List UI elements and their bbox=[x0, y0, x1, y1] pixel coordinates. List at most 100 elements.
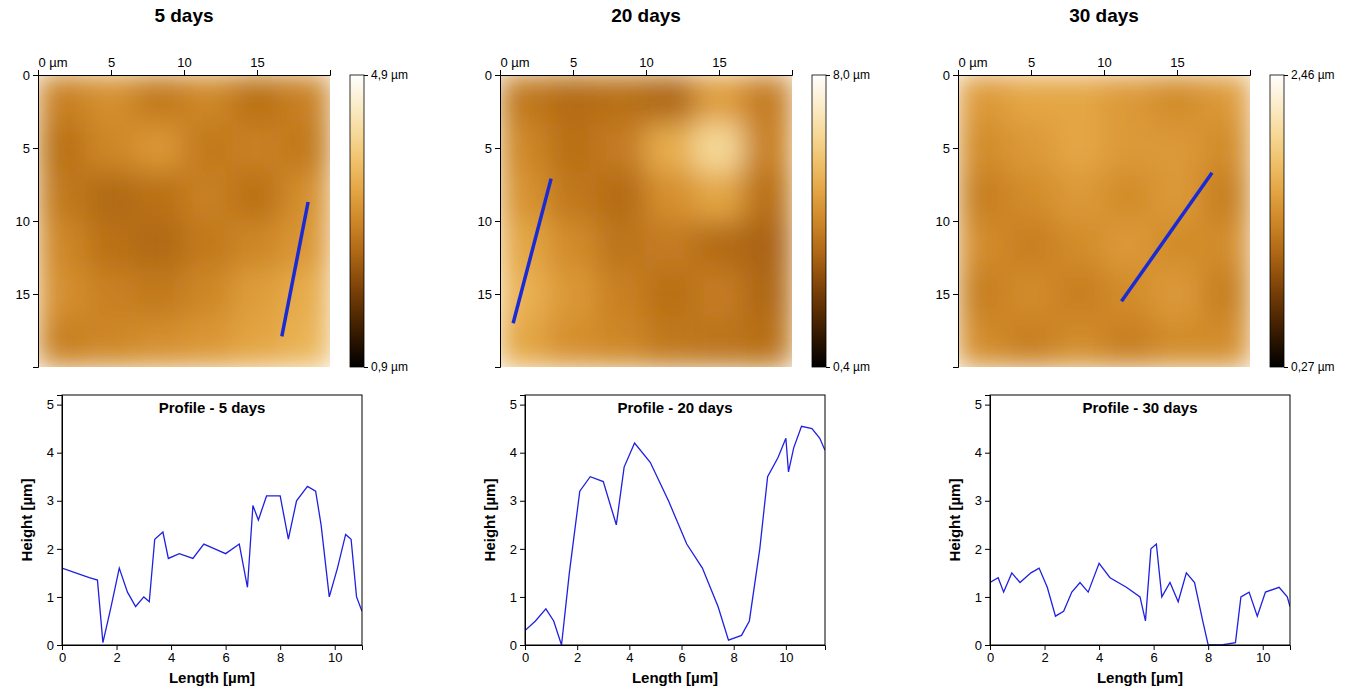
cell bbox=[958, 318, 1007, 367]
plot-area bbox=[38, 75, 330, 367]
x-axis-tick-group: 15 bbox=[250, 55, 264, 75]
y-axis-tick-group: 1 bbox=[975, 590, 990, 605]
cells bbox=[500, 75, 792, 367]
y-axis-tick-group: 1 bbox=[47, 590, 62, 605]
colorbar-axis-line bbox=[827, 76, 831, 368]
plot-area bbox=[500, 75, 792, 367]
x-axis-tick-group: 4 bbox=[168, 645, 175, 665]
profile-line bbox=[525, 426, 825, 645]
y-axis-tick-group: 10 bbox=[936, 214, 958, 229]
y-axis-tick bbox=[57, 645, 62, 646]
chart-title: Profile - 20 days bbox=[617, 399, 732, 416]
cell bbox=[184, 318, 234, 367]
y-axis-tick-group: 3 bbox=[975, 493, 990, 508]
cell bbox=[38, 318, 87, 367]
cell bbox=[232, 172, 282, 222]
cell bbox=[500, 75, 549, 124]
cell bbox=[135, 221, 185, 271]
colorbar: 0,27 µm 2,46 µm bbox=[1270, 68, 1335, 374]
y-axis-tick-label: 0 bbox=[485, 68, 492, 83]
x-axis-tick-group: 10 bbox=[1097, 55, 1111, 75]
cell bbox=[597, 75, 647, 124]
panel-title: 5 days bbox=[154, 5, 213, 26]
cell bbox=[646, 269, 696, 319]
plot-frame bbox=[525, 395, 825, 645]
chart-title: Profile - 5 days bbox=[159, 399, 266, 416]
y-axis-tick-label: 1 bbox=[975, 590, 982, 605]
colorbar-axis: 0,9 µm4,9 µm bbox=[364, 68, 408, 374]
cell bbox=[135, 75, 185, 124]
cell bbox=[281, 221, 330, 271]
cell bbox=[1104, 221, 1154, 271]
y-axis-tick-group: 1 bbox=[510, 590, 525, 605]
y-axis-tick-group: 5 bbox=[975, 397, 990, 412]
colorbar-axis: 0,27 µm 2,46 µm bbox=[1284, 68, 1335, 374]
y-axis-tick-group: 15 bbox=[936, 287, 958, 302]
x-axis-tick-group: 0 bbox=[59, 645, 66, 665]
x-axis-tick-group: 8 bbox=[277, 645, 284, 665]
colorbar-axis-tick-group: 0,4 µm bbox=[826, 360, 870, 374]
cell bbox=[1201, 318, 1250, 367]
colorbar-axis-tick bbox=[826, 367, 830, 368]
x-axis-tick-label: 10 bbox=[1097, 55, 1111, 70]
x-axis-tick-group: 2 bbox=[113, 645, 120, 665]
cells bbox=[958, 75, 1250, 367]
x-axis-tick-label: 10 bbox=[779, 650, 793, 665]
x-axis-tick-group: 15 bbox=[1170, 55, 1184, 75]
cell bbox=[646, 318, 696, 367]
cell bbox=[86, 123, 136, 173]
y-axis-tick-group: 5 bbox=[510, 397, 525, 412]
y-axis-line bbox=[33, 76, 39, 368]
cell bbox=[1201, 221, 1250, 271]
plot-frame bbox=[990, 395, 1290, 645]
colorbar-axis-line bbox=[1285, 76, 1289, 368]
x-axis-tick-group: 8 bbox=[1205, 645, 1212, 665]
x-axis-tick-group: 0 bbox=[522, 645, 529, 665]
x-axis-tick-label: 5 bbox=[1028, 55, 1035, 70]
y-axis-tick bbox=[495, 148, 500, 149]
cell bbox=[500, 221, 549, 271]
x-axis-tick-group: 6 bbox=[678, 645, 685, 665]
cell bbox=[135, 269, 185, 319]
profile-line bbox=[990, 544, 1290, 645]
y-axis-tick-label: 3 bbox=[975, 493, 982, 508]
y-axis-line bbox=[57, 396, 63, 646]
y-axis: 051015 bbox=[478, 68, 501, 368]
panel-title: 30 days bbox=[1069, 5, 1139, 26]
x-axis-tick-label: 5 bbox=[570, 55, 577, 70]
y-axis: 012345 bbox=[47, 396, 63, 653]
colorbar-axis-tick-group: 2,46 µm bbox=[1284, 68, 1335, 82]
y-axis-tick-group: 3 bbox=[510, 493, 525, 508]
cell bbox=[646, 75, 696, 124]
cell bbox=[184, 221, 234, 271]
y-axis-title: Height [µm] bbox=[481, 479, 498, 562]
y-axis-tick bbox=[495, 221, 500, 222]
cell bbox=[1104, 123, 1154, 173]
x-axis: 0246810 bbox=[522, 645, 826, 665]
x-axis-tick-label: 5 bbox=[108, 55, 115, 70]
x-axis-tick bbox=[257, 70, 258, 75]
y-axis-tick-group: 2 bbox=[975, 542, 990, 557]
profile-chart: 0246810012345Profile - 20 daysLength [µm… bbox=[481, 395, 826, 686]
x-axis-tick-label: 0 bbox=[59, 650, 66, 665]
cell bbox=[184, 269, 234, 319]
x-axis-tick-label: 8 bbox=[1205, 650, 1212, 665]
x-axis-tick-label: 8 bbox=[731, 650, 738, 665]
x-axis-tick-group: 6 bbox=[1151, 645, 1158, 665]
y-axis-tick-label: 2 bbox=[47, 542, 54, 557]
plot-area bbox=[62, 486, 362, 642]
cell bbox=[1201, 75, 1250, 124]
figure: 0 µm510150510155 days0,9 µm4,9 µm0 µm510… bbox=[0, 0, 1362, 698]
y-axis-tick-label: 15 bbox=[16, 287, 30, 302]
y-axis-tick bbox=[33, 221, 38, 222]
cell bbox=[694, 75, 744, 124]
plot-area bbox=[525, 426, 825, 645]
cell bbox=[646, 172, 696, 222]
y-axis-tick-label: 4 bbox=[510, 445, 517, 460]
cell bbox=[232, 318, 282, 367]
cell bbox=[281, 75, 330, 124]
y-axis-tick-label: 2 bbox=[975, 542, 982, 557]
colorbar-axis-tick-group: 0,27 µm bbox=[1284, 360, 1335, 374]
x-axis-tick-label: 10 bbox=[1256, 650, 1270, 665]
y-axis-tick bbox=[57, 453, 62, 454]
